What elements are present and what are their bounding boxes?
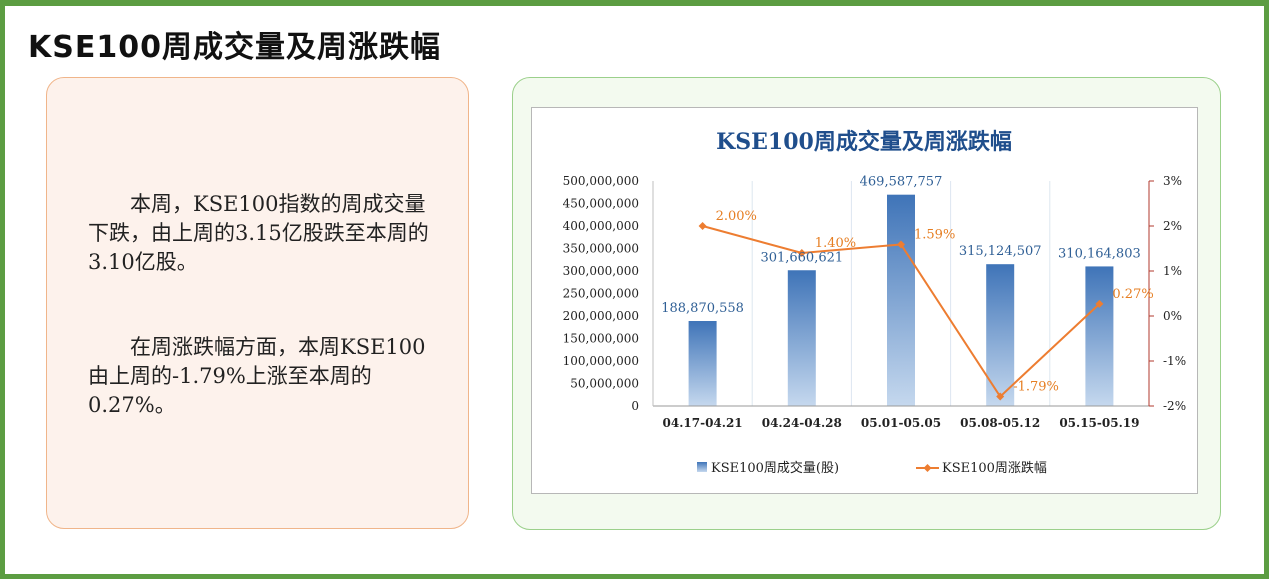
volume-data-label: 301,660,621 xyxy=(760,250,843,265)
right-axis-tick-label: -1% xyxy=(1163,354,1186,368)
volume-bar xyxy=(986,264,1015,406)
change-point xyxy=(996,392,1005,401)
change-point xyxy=(1095,299,1104,308)
chart-title: KSE100周成交量及周涨跌幅 xyxy=(716,129,1012,155)
line-layer xyxy=(698,222,1104,401)
x-axis-category-label: 04.17-04.21 xyxy=(663,416,743,430)
left-axis-tick-label: 400,000,000 xyxy=(563,219,639,233)
legend-bar-swatch xyxy=(697,462,707,472)
volume-data-label: 315,124,507 xyxy=(959,244,1042,259)
volume-data-label: 188,870,558 xyxy=(661,301,744,316)
left-axis-tick-label: 300,000,000 xyxy=(563,264,639,278)
label-layer: 188,870,558 301,660,621 469,587,757 315,124… xyxy=(661,175,1153,395)
left-axis-tick-label: 150,000,000 xyxy=(563,332,639,346)
right-axis-tick-label: 3% xyxy=(1163,174,1182,188)
right-axis-tick-label: -2% xyxy=(1163,399,1186,413)
legend: KSE100周成交量(股) KSE100周涨跌幅 xyxy=(697,460,1047,476)
right-axis-tick-label: 0% xyxy=(1163,309,1182,323)
right-axis-tick-label: 2% xyxy=(1163,219,1182,233)
axis-layer: 0 50,000,000 100,000,000 150,000,000 200,000… xyxy=(563,174,1186,430)
left-axis-tick-label: 450,000,000 xyxy=(563,197,639,211)
x-axis-category-label: 05.08-05.12 xyxy=(960,416,1040,430)
change-data-label: 0.27% xyxy=(1112,287,1153,302)
volume-bar xyxy=(887,194,915,406)
left-axis-tick-label: 500,000,000 xyxy=(563,174,639,188)
x-axis-category-label: 05.01-05.05 xyxy=(861,416,941,430)
right-axis-tick-label: 1% xyxy=(1163,264,1182,278)
change-data-label: -1.79% xyxy=(1013,380,1059,395)
left-axis-tick-label: 350,000,000 xyxy=(563,242,639,256)
volume-bar xyxy=(787,270,816,406)
summary-card xyxy=(46,77,469,529)
change-data-label: 1.40% xyxy=(815,236,856,251)
volume-bar xyxy=(1085,266,1114,406)
volume-data-label: 310,164,803 xyxy=(1058,246,1141,261)
change-data-label: 1.59% xyxy=(914,227,955,242)
page-title: KSE100周成交量及周涨跌幅 xyxy=(28,30,441,65)
left-axis-tick-label: 50,000,000 xyxy=(570,377,639,391)
change-data-label: 2.00% xyxy=(716,209,757,224)
summary-paragraph-change: 在周涨跌幅方面，本周KSE100由上周的-1.79%上涨至本周的0.27%。 xyxy=(88,335,426,417)
left-axis-tick-label: 100,000,000 xyxy=(563,354,639,368)
summary-paragraph-volume: 本周，KSE100指数的周成交量下跌，由上周的3.15亿股跌至本周的3.10亿股… xyxy=(88,192,429,274)
change-point xyxy=(897,240,905,249)
volume-data-label: 469,587,757 xyxy=(860,175,943,190)
change-point xyxy=(797,249,806,257)
legend-line-label: KSE100周涨跌幅 xyxy=(942,460,1047,476)
legend-line-marker xyxy=(923,464,932,472)
legend-bar-label: KSE100周成交量(股) xyxy=(711,460,839,476)
x-axis-category-label: 04.24-04.28 xyxy=(762,416,842,430)
volume-bar xyxy=(688,321,717,406)
change-point xyxy=(698,222,707,230)
left-axis-tick-label: 0 xyxy=(631,399,639,413)
left-axis-tick-label: 250,000,000 xyxy=(563,287,639,301)
combo-chart: KSE100周成交量及周涨跌幅 0 50,000,000 100,000,000 15… xyxy=(563,129,1186,476)
x-axis-category-label: 05.15-05.19 xyxy=(1059,416,1139,430)
left-axis-tick-label: 200,000,000 xyxy=(563,309,639,323)
